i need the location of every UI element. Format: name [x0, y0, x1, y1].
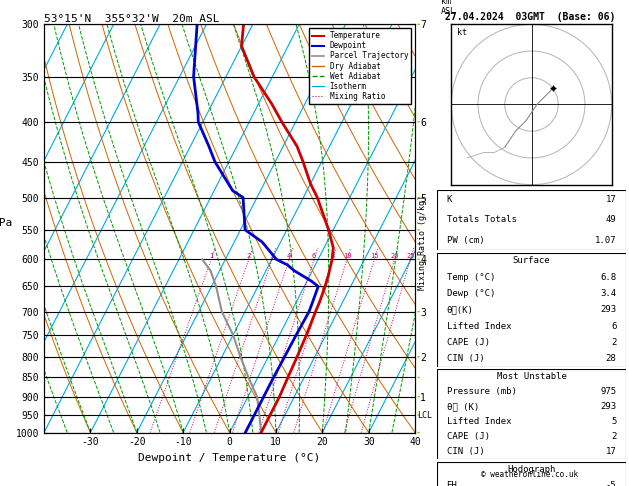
Text: Lifted Index: Lifted Index — [447, 417, 511, 426]
Text: θᴇ (K): θᴇ (K) — [447, 402, 479, 411]
Text: Surface: Surface — [513, 257, 550, 265]
Y-axis label: hPa: hPa — [0, 218, 12, 228]
Text: kt: kt — [457, 28, 467, 37]
Text: 6: 6 — [611, 322, 616, 330]
Text: EH: EH — [447, 481, 457, 486]
Text: 8: 8 — [330, 253, 335, 260]
Text: Dewp (°C): Dewp (°C) — [447, 289, 495, 298]
Text: K: K — [447, 195, 452, 204]
Text: 10: 10 — [343, 253, 351, 260]
Text: © weatheronline.co.uk: © weatheronline.co.uk — [481, 469, 579, 479]
Text: CAPE (J): CAPE (J) — [447, 432, 489, 441]
Text: CAPE (J): CAPE (J) — [447, 338, 489, 347]
Text: 6.8: 6.8 — [600, 273, 616, 282]
Text: 15: 15 — [370, 253, 379, 260]
Text: LCL: LCL — [417, 411, 432, 419]
X-axis label: Dewpoint / Temperature (°C): Dewpoint / Temperature (°C) — [138, 453, 321, 463]
Text: 17: 17 — [606, 447, 616, 456]
Text: 2: 2 — [611, 338, 616, 347]
Text: 293: 293 — [600, 402, 616, 411]
Text: 1: 1 — [209, 253, 213, 260]
Text: 49: 49 — [606, 215, 616, 225]
Text: Lifted Index: Lifted Index — [447, 322, 511, 330]
Text: Totals Totals: Totals Totals — [447, 215, 516, 225]
Text: 28: 28 — [606, 354, 616, 363]
Text: θᴇ(K): θᴇ(K) — [447, 305, 474, 314]
Text: CIN (J): CIN (J) — [447, 447, 484, 456]
Text: 4: 4 — [287, 253, 291, 260]
Text: 53°15'N  355°32'W  20m ASL: 53°15'N 355°32'W 20m ASL — [44, 14, 220, 23]
Text: 3.4: 3.4 — [600, 289, 616, 298]
Text: 293: 293 — [600, 305, 616, 314]
Text: km
ASL: km ASL — [441, 0, 456, 16]
Text: -5: -5 — [606, 481, 616, 486]
Text: 20: 20 — [390, 253, 399, 260]
Text: 2: 2 — [247, 253, 251, 260]
Text: 2: 2 — [611, 432, 616, 441]
Text: 1.07: 1.07 — [595, 236, 616, 244]
Text: Temp (°C): Temp (°C) — [447, 273, 495, 282]
Text: 5: 5 — [611, 417, 616, 426]
Text: Mixing Ratio (g/kg): Mixing Ratio (g/kg) — [418, 195, 427, 291]
Text: PW (cm): PW (cm) — [447, 236, 484, 244]
Text: Hodograph: Hodograph — [508, 465, 555, 474]
Text: CIN (J): CIN (J) — [447, 354, 484, 363]
Text: Pressure (mb): Pressure (mb) — [447, 387, 516, 397]
Text: 975: 975 — [600, 387, 616, 397]
Text: 27.04.2024  03GMT  (Base: 06): 27.04.2024 03GMT (Base: 06) — [445, 12, 615, 22]
Text: 17: 17 — [606, 195, 616, 204]
Text: 3: 3 — [270, 253, 274, 260]
Text: 25: 25 — [406, 253, 415, 260]
Text: 6: 6 — [312, 253, 316, 260]
Legend: Temperature, Dewpoint, Parcel Trajectory, Dry Adiabat, Wet Adiabat, Isotherm, Mi: Temperature, Dewpoint, Parcel Trajectory… — [309, 28, 411, 104]
Text: Most Unstable: Most Unstable — [496, 372, 567, 382]
